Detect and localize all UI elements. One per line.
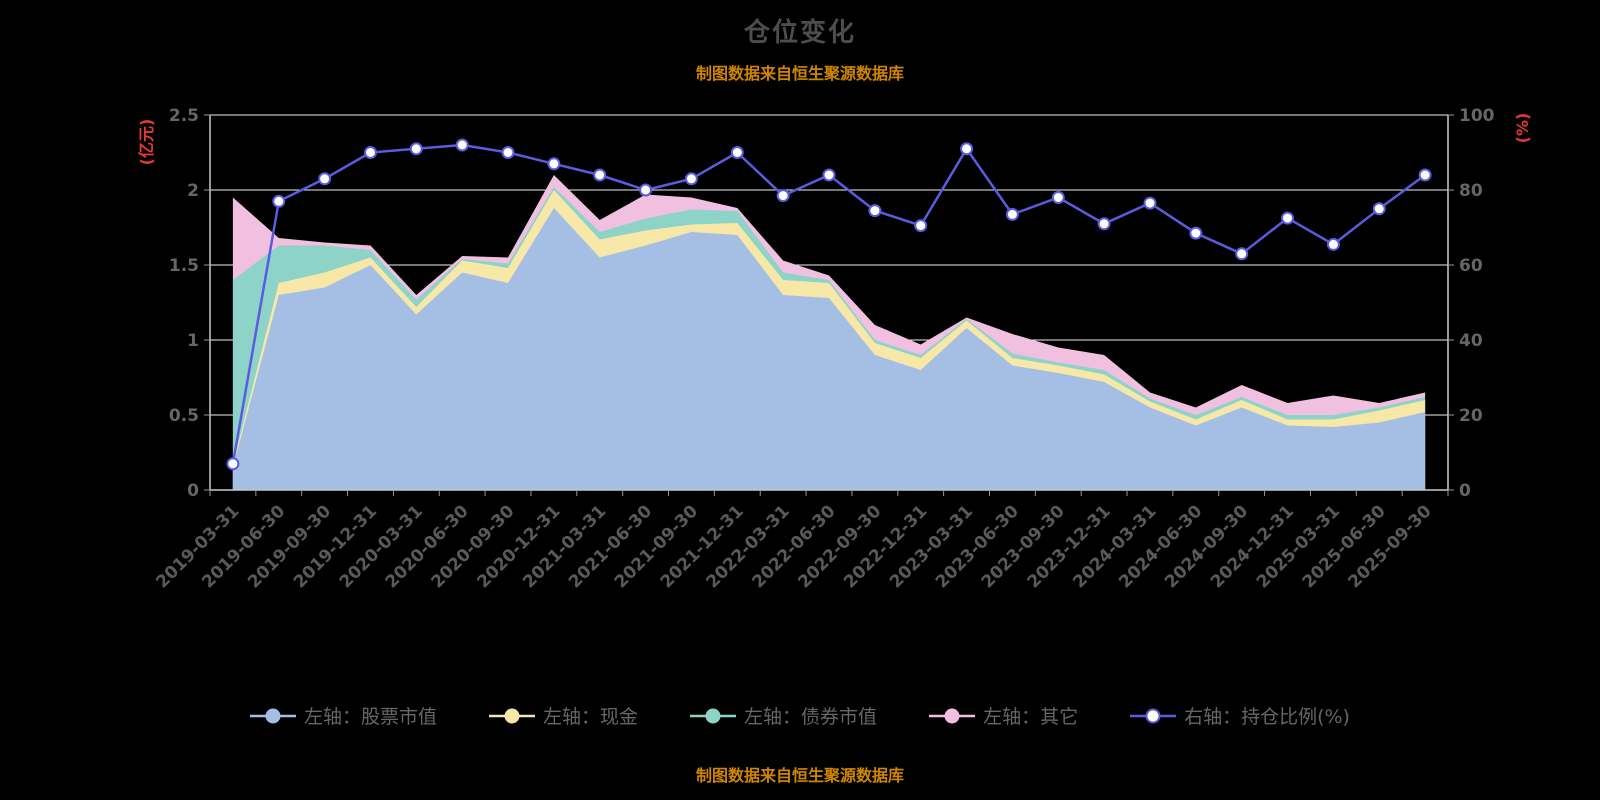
svg-text:2.5: 2.5 (169, 106, 199, 126)
legend-item-cash[interactable]: 左轴：现金 (489, 702, 638, 729)
svg-text:80: 80 (1459, 181, 1483, 201)
svg-text:100: 100 (1459, 106, 1495, 126)
legend-marker-ratio-icon (1130, 708, 1177, 723)
source-note-top: 制图数据来自恒生聚源数据库 (695, 64, 904, 83)
legend-item-other[interactable]: 左轴：其它 (929, 702, 1078, 729)
svg-text:2: 2 (187, 181, 199, 201)
legend-item-position-ratio[interactable]: 右轴：持仓比例(%) (1130, 702, 1350, 729)
svg-text:20: 20 (1459, 406, 1483, 426)
svg-text:0: 0 (1459, 481, 1471, 501)
legend-label: 左轴：其它 (983, 706, 1079, 728)
svg-text:0: 0 (187, 481, 199, 501)
source-note-bottom: 制图数据来自恒生聚源数据库 (695, 766, 904, 785)
legend-label: 左轴：现金 (543, 706, 639, 728)
svg-text:1.5: 1.5 (169, 256, 199, 276)
svg-text:60: 60 (1459, 256, 1483, 276)
svg-text:(%): (%) (1513, 113, 1532, 144)
legend-label: 右轴：持仓比例(%) (1184, 706, 1350, 728)
legend-marker-other-icon (929, 708, 976, 723)
legend-item-bond-value[interactable]: 左轴：债券市值 (690, 702, 877, 729)
svg-text:0.5: 0.5 (169, 406, 199, 426)
legend-label: 左轴：股票市值 (304, 706, 438, 728)
svg-text:40: 40 (1459, 331, 1483, 351)
legend-marker-cash-icon (489, 708, 536, 723)
chart-legend: 左轴：股票市值 左轴：现金 左轴：债券市值 左轴：其它 (0, 702, 1600, 729)
legend-label: 左轴：债券市值 (744, 706, 878, 728)
legend-marker-stock-icon (250, 708, 297, 723)
svg-text:(亿元): (亿元) (137, 119, 156, 166)
svg-text:1: 1 (187, 331, 199, 351)
legend-item-stock-value[interactable]: 左轴：股票市值 (250, 702, 437, 729)
page-title: 仓位变化 (743, 18, 856, 48)
legend-marker-bond-icon (690, 708, 737, 723)
